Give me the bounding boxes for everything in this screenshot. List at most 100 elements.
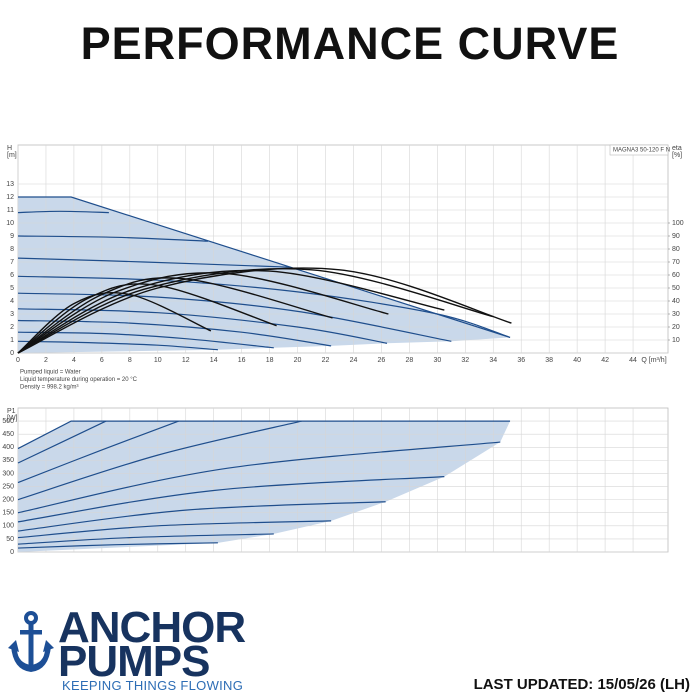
series-line	[17, 420, 511, 450]
y-tick-label: 300	[2, 470, 14, 477]
y-tick-label: 9	[10, 233, 14, 240]
y2-tick-label: 10	[672, 337, 680, 344]
y-tick-label: 6	[10, 272, 14, 279]
y-tick-label: 8	[10, 246, 14, 253]
y-tick-label: 0	[10, 549, 14, 556]
series-line	[17, 420, 179, 484]
annotation: MAGNA3 50-120 F N	[613, 148, 670, 154]
series-line	[17, 292, 452, 342]
logo-line1: ANCHOR	[58, 603, 246, 652]
series-line	[17, 331, 274, 349]
x-tick-label: 24	[350, 357, 358, 364]
x-tick-label: 18	[266, 357, 274, 364]
y2-tick-label: 90	[672, 233, 680, 240]
series-line	[18, 196, 511, 338]
series-line	[17, 420, 107, 464]
series-line	[17, 441, 501, 514]
series-line	[17, 257, 291, 268]
x-tick-label: 26	[378, 357, 386, 364]
x-tick-label: 30	[433, 357, 441, 364]
note: Pumped liquid = Water	[20, 370, 81, 376]
page-title: PERFORMANCE CURVE	[80, 18, 620, 69]
x-tick-label: 0	[16, 357, 20, 364]
last-updated: LAST UPDATED: 15/05/26 (LH)	[473, 676, 690, 693]
logo-line2: PUMPS	[58, 637, 210, 686]
x-tick-label: 8	[128, 357, 132, 364]
y-tick-label: 150	[2, 510, 14, 517]
y2-tick-label: 50	[672, 285, 680, 292]
y-tick-label: 4	[10, 298, 14, 305]
x-tick-label: 6	[100, 357, 104, 364]
series-line	[17, 277, 333, 354]
y-axis-label: P1	[7, 408, 16, 415]
x-tick-label: 36	[517, 357, 525, 364]
x-tick-label: 34	[489, 357, 497, 364]
x-tick-label: 16	[238, 357, 246, 364]
x-tick-label: 42	[601, 357, 609, 364]
y2-tick-label: 30	[672, 311, 680, 318]
series-line	[17, 542, 218, 549]
y-tick-label: 13	[6, 181, 14, 188]
series-line	[17, 340, 218, 351]
series-line	[17, 420, 302, 501]
y-tick-label: 200	[2, 496, 14, 503]
x-tick-label: 22	[322, 357, 330, 364]
y-tick-label: 12	[6, 194, 14, 201]
series-line	[17, 520, 332, 539]
y-tick-label: 400	[2, 444, 14, 451]
y-axis-label: [m]	[7, 152, 17, 159]
y2-tick-label: 80	[672, 246, 680, 253]
x-tick-label: 44	[629, 357, 637, 364]
y-tick-label: 450	[2, 431, 14, 438]
y2-tick-label: 40	[672, 298, 680, 305]
x-tick-label: 32	[461, 357, 469, 364]
y2-tick-label: 100	[672, 220, 684, 227]
y-tick-label: 3	[10, 311, 14, 318]
logo-tagline: KEEPING THINGS FLOWING	[62, 678, 244, 693]
y-tick-label: 11	[7, 207, 14, 214]
y-tick-label: 1	[10, 337, 14, 344]
series-line	[17, 268, 494, 354]
y2-tick-label: 70	[672, 259, 680, 266]
note: Density = 998.2 kg/m³	[20, 385, 79, 391]
x-tick-label: 38	[545, 357, 553, 364]
y-tick-label: 0	[10, 350, 14, 357]
y-tick-label: 350	[2, 457, 14, 464]
x-axis-label: Q [m³/h]	[641, 357, 666, 364]
y-tick-label: 100	[2, 523, 14, 530]
series-line	[17, 475, 445, 523]
y-axis-label: H	[7, 145, 12, 152]
series-line	[17, 210, 109, 214]
x-tick-label: 20	[294, 357, 302, 364]
series-line	[17, 235, 209, 242]
x-tick-label: 4	[72, 357, 76, 364]
y-tick-label: 7	[10, 259, 14, 266]
note: Liquid temperature during operation = 20…	[20, 377, 138, 383]
series-line	[17, 272, 389, 354]
series-line	[17, 319, 332, 347]
x-tick-label: 10	[154, 357, 162, 364]
x-tick-label: 2	[44, 357, 48, 364]
y-tick-label: 5	[10, 285, 14, 292]
y2-tick-label: 20	[672, 324, 680, 331]
anchor-icon	[8, 611, 54, 672]
series-line	[17, 275, 511, 338]
charts: 0 2 4 6 8 10 12 14 16 18 20 22 24 26 28 30 32 34 36 38 40 42 4…	[2, 144, 684, 556]
x-tick-label: 40	[573, 357, 581, 364]
y-axis-label: [W]	[7, 415, 18, 422]
y-tick-label: 50	[6, 536, 14, 543]
series-line	[17, 269, 445, 354]
y2-tick-label: 60	[672, 272, 680, 279]
x-tick-label: 14	[210, 357, 218, 364]
x-tick-label: 28	[405, 357, 413, 364]
y-tick-label: 10	[6, 220, 14, 227]
y2-axis-label: eta	[672, 145, 682, 152]
y-tick-label: 250	[2, 483, 14, 490]
y2-axis-label: [%]	[672, 152, 682, 159]
annotation-box	[609, 144, 669, 156]
series-line	[17, 533, 274, 545]
x-tick-label: 12	[182, 357, 190, 364]
y-tick-label: 2	[10, 324, 14, 331]
series-line	[17, 267, 512, 354]
